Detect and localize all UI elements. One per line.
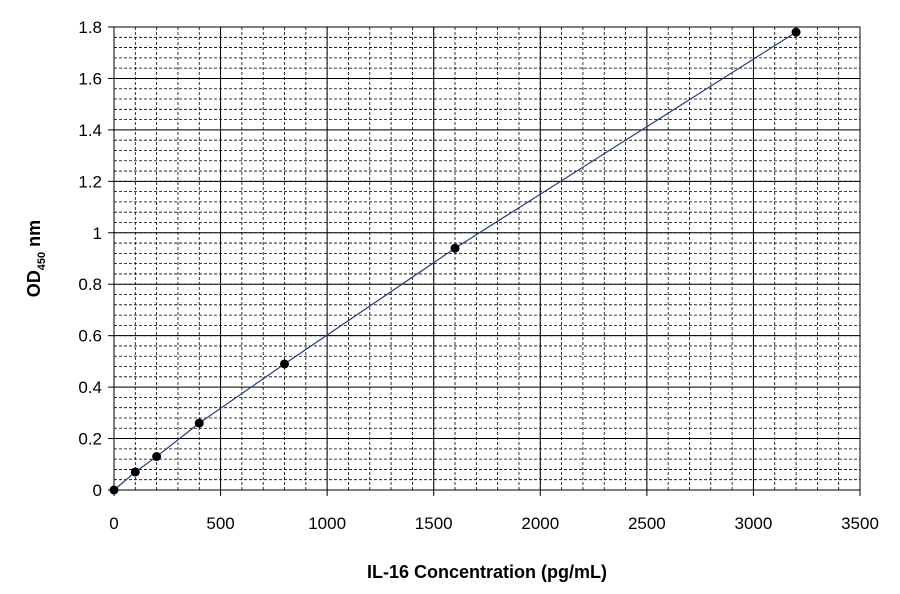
y-tick-label: 1: [93, 224, 102, 243]
y-tick-label: 0.2: [78, 430, 102, 449]
x-tick-label: 1000: [308, 514, 346, 533]
data-point: [791, 27, 801, 37]
y-tick-label: 0: [93, 481, 102, 500]
x-tick-label: 3500: [841, 514, 879, 533]
y-axis-title-unit: nm: [24, 220, 44, 252]
data-point: [109, 485, 119, 495]
y-axis-title-main: OD: [24, 270, 44, 297]
data-point: [450, 243, 460, 253]
y-tick-labels: 0 0.2 0.4 0.6 0.8 1 1.2 1.4 1.6 1.8: [78, 18, 114, 500]
x-tick-label: 2000: [521, 514, 559, 533]
y-axis-title: OD450 nm: [24, 220, 48, 297]
y-axis-title-subscript: 450: [36, 252, 48, 270]
y-tick-label: 0.4: [78, 378, 102, 397]
data-point: [130, 467, 140, 477]
x-tick-label: 3000: [735, 514, 773, 533]
x-tick-label: 1500: [415, 514, 453, 533]
y-tick-label: 1.2: [78, 172, 102, 191]
data-point: [280, 359, 290, 369]
y-tick-label: 1.4: [78, 121, 102, 140]
x-tick-label: 0: [109, 514, 118, 533]
x-tick-labels: 0 500 1000 1500 2000 2500 3000 3500: [109, 490, 879, 533]
y-tick-label: 0.6: [78, 327, 102, 346]
y-tick-label: 1.6: [78, 69, 102, 88]
x-axis-title: IL-16 Concentration (pg/mL): [367, 562, 607, 582]
y-tick-label: 0.8: [78, 275, 102, 294]
x-tick-label: 500: [206, 514, 234, 533]
plot-frame: [113, 26, 861, 491]
data-point: [194, 418, 204, 428]
data-series: [109, 27, 801, 495]
y-tick-label: 1.8: [78, 18, 102, 37]
x-tick-label: 2500: [628, 514, 666, 533]
data-point: [152, 452, 162, 462]
